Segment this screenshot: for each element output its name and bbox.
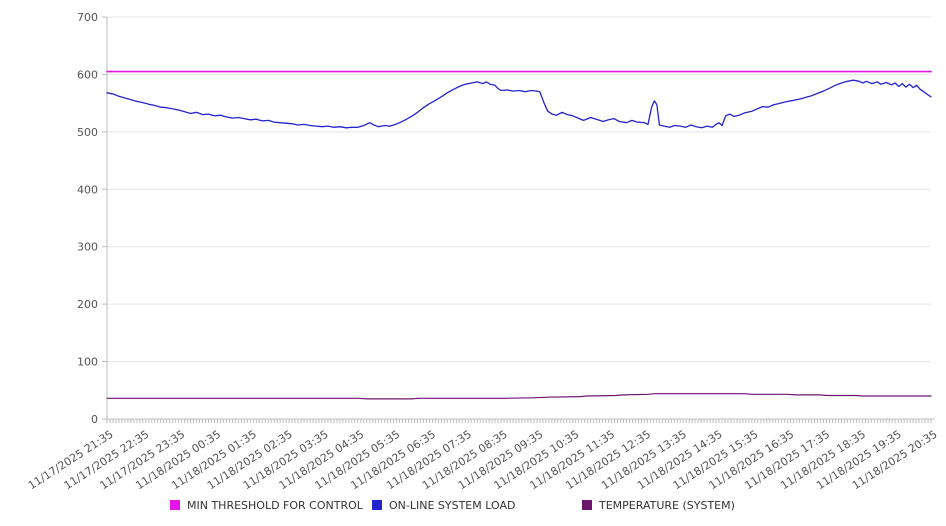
- legend-label-min-threshold: MIN THRESHOLD FOR CONTROL: [187, 498, 363, 512]
- legend-swatch-system-load: [372, 500, 382, 510]
- y-tick-label: 200: [77, 298, 98, 311]
- legend-item-temperature: TEMPERATURE (SYSTEM): [582, 497, 735, 513]
- series-line-on-line-system-load: [106, 79, 932, 129]
- series-line-temperature-system: [106, 393, 932, 400]
- y-tick-label: 300: [77, 241, 98, 254]
- y-tick-label: 700: [77, 11, 98, 24]
- legend-swatch-min-threshold: [170, 500, 180, 510]
- y-tick-label: 500: [77, 126, 98, 139]
- legend-label-system-load: ON-LINE SYSTEM LOAD: [389, 498, 516, 512]
- y-tick-label: 100: [77, 356, 98, 369]
- y-tick-label: 600: [77, 68, 98, 81]
- y-tick-label: 400: [77, 183, 98, 196]
- legend-item-system-load: ON-LINE SYSTEM LOAD: [372, 497, 515, 513]
- legend-label-temperature: TEMPERATURE (SYSTEM): [599, 498, 735, 512]
- y-tick-label: 0: [91, 413, 98, 426]
- legend-swatch-temperature: [582, 500, 592, 510]
- chart-legend: MIN THRESHOLD FOR CONTROL ON-LINE SYSTEM…: [0, 497, 946, 515]
- legend-item-min-threshold: MIN THRESHOLD FOR CONTROL: [170, 497, 363, 513]
